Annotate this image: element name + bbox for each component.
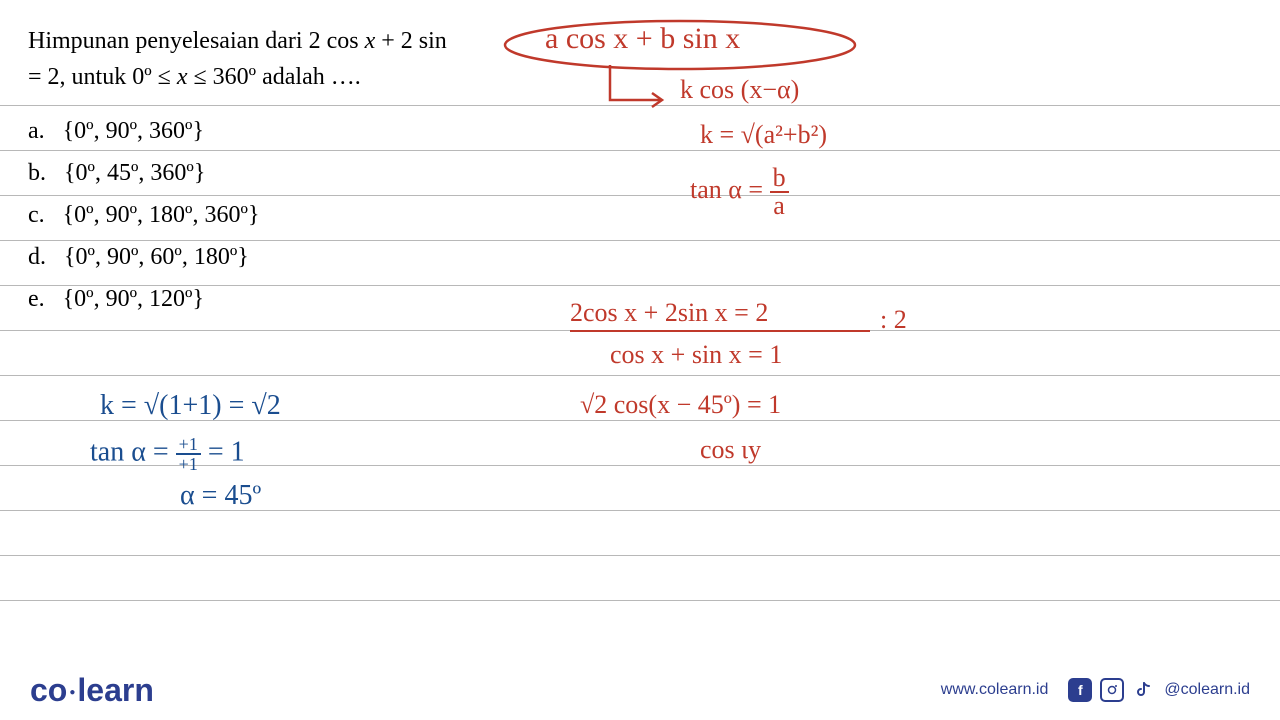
ruled-line xyxy=(0,600,1280,601)
hw-alpha: α = 45º xyxy=(180,480,261,512)
q2-prefix: = 2, untuk 0º ≤ xyxy=(28,64,177,90)
facebook-icon: f xyxy=(1068,678,1092,702)
logo: co●learn xyxy=(30,672,154,709)
option-key: d. xyxy=(28,244,46,270)
ruled-line xyxy=(0,195,1280,196)
option-d: d. {0º, 90º, 60º, 180º} xyxy=(28,244,249,271)
footer-right: www.colearn.id f @colearn.id xyxy=(941,678,1250,702)
option-text: {0º, 90º, 120º} xyxy=(63,286,204,312)
hw-tan-rhs: = 1 xyxy=(201,436,245,467)
frac-top: +1 xyxy=(176,435,201,455)
hw-tan-eq: tan α = ba xyxy=(690,165,789,219)
q-mid: + 2 sin xyxy=(375,28,447,54)
instagram-icon xyxy=(1100,678,1124,702)
logo-learn: learn xyxy=(77,672,153,708)
frac-bot: +1 xyxy=(176,455,201,473)
footer: co●learn www.colearn.id f @colearn.id xyxy=(0,660,1280,720)
option-text: {0º, 90º, 180º, 360º} xyxy=(63,202,260,228)
hw-eq2: cos x + sin x = 1 xyxy=(610,340,782,370)
hw-tan-calc: tan α = +1+1 = 1 xyxy=(90,435,245,473)
ruled-line xyxy=(0,555,1280,556)
social-icons: f @colearn.id xyxy=(1068,678,1250,702)
option-a: a. {0º, 90º, 360º} xyxy=(28,118,204,145)
q-prefix: Himpunan penyelesaian dari 2 cos xyxy=(28,28,365,54)
ruled-line xyxy=(0,150,1280,151)
hw-tan-label: tan α = xyxy=(690,175,770,204)
hw-tan-lhs: tan α = xyxy=(90,436,176,467)
footer-url: www.colearn.id xyxy=(941,681,1049,699)
q2-var: x xyxy=(177,64,188,90)
option-text: {0º, 45º, 360º} xyxy=(64,160,205,186)
hw-underline xyxy=(570,330,870,332)
option-key: a. xyxy=(28,118,45,144)
option-key: b. xyxy=(28,160,46,186)
question-line1: Himpunan penyelesaian dari 2 cos x + 2 s… xyxy=(28,28,447,55)
option-b: b. {0º, 45º, 360º} xyxy=(28,160,205,187)
ruled-line xyxy=(0,240,1280,241)
option-text: {0º, 90º, 360º} xyxy=(63,118,204,144)
option-text: {0º, 90º, 60º, 180º} xyxy=(64,244,249,270)
hw-div2: : 2 xyxy=(880,305,907,335)
social-handle: @colearn.id xyxy=(1164,681,1250,699)
q2-suffix: ≤ 360º adalah …. xyxy=(187,64,360,90)
hw-formula-main: a cos x + b sin x xyxy=(545,22,740,56)
question-line2: = 2, untuk 0º ≤ x ≤ 360º adalah …. xyxy=(28,64,361,91)
tiktok-icon xyxy=(1132,678,1156,702)
logo-dot-icon: ● xyxy=(69,687,75,698)
logo-co: co xyxy=(30,672,67,708)
option-key: c. xyxy=(28,202,45,228)
q-var: x xyxy=(365,28,376,54)
hw-k-eq: k = √(a²+b²) xyxy=(700,120,827,150)
option-key: e. xyxy=(28,286,45,312)
hw-cosy: cos ιy xyxy=(700,435,761,465)
hw-k-calc: k = √(1+1) = √2 xyxy=(100,390,281,422)
frac-bot: a xyxy=(770,193,789,219)
frac-top: b xyxy=(770,165,789,193)
hw-eq3: √2 cos(x − 45º) = 1 xyxy=(580,390,781,420)
ruled-line xyxy=(0,375,1280,376)
hw-eq1: 2cos x + 2sin x = 2 xyxy=(570,298,768,328)
option-e: e. {0º, 90º, 120º} xyxy=(28,286,204,313)
option-c: c. {0º, 90º, 180º, 360º} xyxy=(28,202,259,229)
hw-kcos: k cos (x−α) xyxy=(680,75,799,105)
